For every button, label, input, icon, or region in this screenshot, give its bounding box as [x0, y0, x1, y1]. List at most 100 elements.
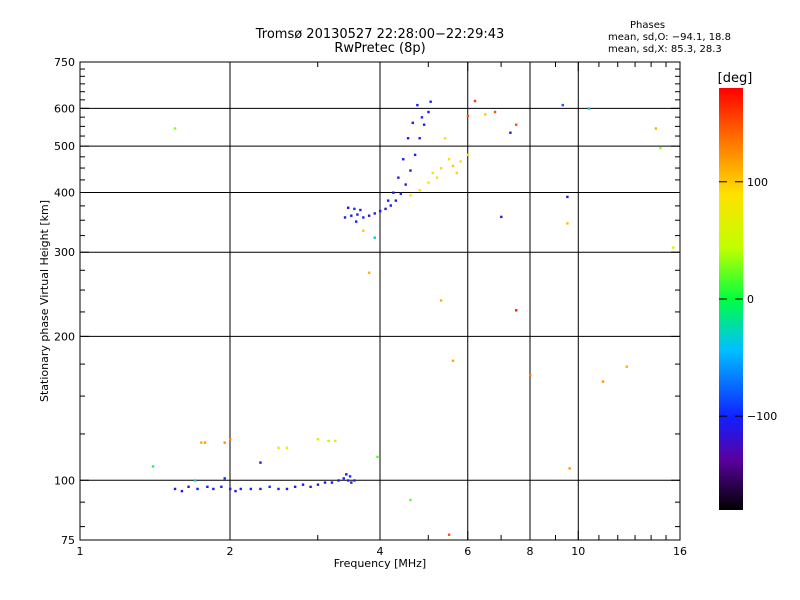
data-point: [359, 208, 362, 212]
data-point: [293, 485, 297, 489]
data-point: [409, 194, 412, 197]
data-point: [367, 214, 371, 217]
data-point: [601, 380, 605, 383]
data-point: [420, 116, 424, 119]
data-point: [187, 485, 190, 489]
data-point: [212, 487, 215, 491]
data-point: [447, 533, 451, 536]
data-point: [285, 446, 289, 450]
colorbar-tick-label: 0: [747, 293, 754, 306]
y-tick-label: 750: [54, 56, 75, 69]
y-tick-label: 300: [54, 246, 75, 259]
data-point: [345, 473, 348, 476]
data-point: [409, 169, 412, 172]
data-point: [196, 487, 199, 491]
data-point: [386, 199, 390, 202]
data-point: [404, 183, 407, 186]
data-point: [373, 236, 376, 239]
data-point: [203, 441, 207, 444]
data-point: [200, 441, 203, 444]
data-point: [459, 160, 462, 163]
data-point: [389, 204, 392, 207]
data-point: [376, 455, 379, 459]
data-point: [587, 107, 591, 110]
data-point: [334, 439, 337, 443]
data-point: [223, 441, 226, 444]
data-point: [180, 489, 184, 493]
data-point: [515, 123, 518, 126]
data-points: [151, 99, 675, 536]
axis-ticks: [79, 61, 681, 540]
data-point: [354, 220, 358, 223]
data-point: [466, 114, 470, 118]
data-point: [229, 487, 232, 491]
data-point: [429, 100, 432, 103]
data-point: [411, 121, 414, 125]
data-point: [416, 103, 419, 107]
data-point: [418, 188, 421, 192]
data-point: [473, 99, 477, 103]
data-point: [427, 110, 430, 114]
data-point: [509, 131, 512, 134]
data-point: [431, 171, 434, 175]
y-axis-label: Stationary phase Virtual Height [km]: [38, 200, 51, 402]
chart-subtitle: RwPretec (8p): [334, 41, 426, 56]
data-point: [443, 137, 447, 140]
data-point: [466, 153, 470, 157]
data-point: [392, 191, 395, 194]
data-point: [173, 127, 177, 130]
data-point: [362, 216, 365, 219]
x-tick-label: 10: [571, 545, 585, 558]
data-point: [625, 365, 628, 368]
data-point: [566, 195, 569, 199]
data-point: [249, 487, 253, 491]
y-tick-label: 400: [54, 186, 75, 199]
data-point: [309, 485, 312, 489]
data-point: [399, 192, 403, 195]
data-point: [277, 446, 280, 450]
data-point: [397, 176, 400, 179]
colorbar-tick-label: −100: [747, 410, 777, 423]
data-point: [435, 176, 439, 179]
data-point: [350, 481, 353, 484]
data-point: [223, 477, 226, 480]
x-tick-label: 8: [527, 545, 534, 558]
y-tick-label: 200: [54, 330, 75, 343]
data-point: [394, 199, 398, 202]
data-point: [234, 489, 237, 493]
data-point: [413, 153, 417, 157]
data-point: [484, 113, 487, 116]
data-point: [151, 465, 155, 468]
data-point: [193, 479, 197, 482]
data-point: [239, 487, 242, 491]
data-point: [337, 479, 340, 482]
data-point: [561, 103, 564, 107]
chart-title: Tromsø 20130527 22:28:00−22:29:43: [255, 27, 505, 42]
data-point: [350, 214, 353, 217]
data-point: [451, 359, 455, 362]
colorbar-label: [deg]: [718, 71, 753, 86]
data-point: [323, 481, 327, 484]
phase-stats-title: Phases: [630, 20, 666, 31]
data-point: [659, 146, 662, 150]
x-tick-label: 16: [673, 545, 687, 558]
data-point: [353, 207, 356, 211]
data-point: [229, 437, 232, 441]
data-point: [439, 167, 443, 170]
data-point: [367, 271, 371, 274]
data-point: [342, 477, 345, 480]
x-tick-labels: 1 2 4 6 8 10 16: [77, 545, 688, 558]
data-point: [277, 487, 280, 491]
x-tick-label: 1: [77, 545, 84, 558]
data-point: [568, 467, 571, 470]
phase-stats-x-mode: mean, sd,X: 85.3, 28.3: [608, 44, 722, 55]
data-point: [455, 171, 459, 175]
data-point: [379, 209, 382, 213]
data-point: [348, 475, 352, 478]
data-point: [353, 479, 356, 482]
data-point: [327, 439, 330, 443]
data-point: [346, 206, 350, 209]
data-point: [343, 216, 347, 219]
data-point: [330, 481, 334, 484]
y-tick-label: 75: [61, 534, 75, 547]
